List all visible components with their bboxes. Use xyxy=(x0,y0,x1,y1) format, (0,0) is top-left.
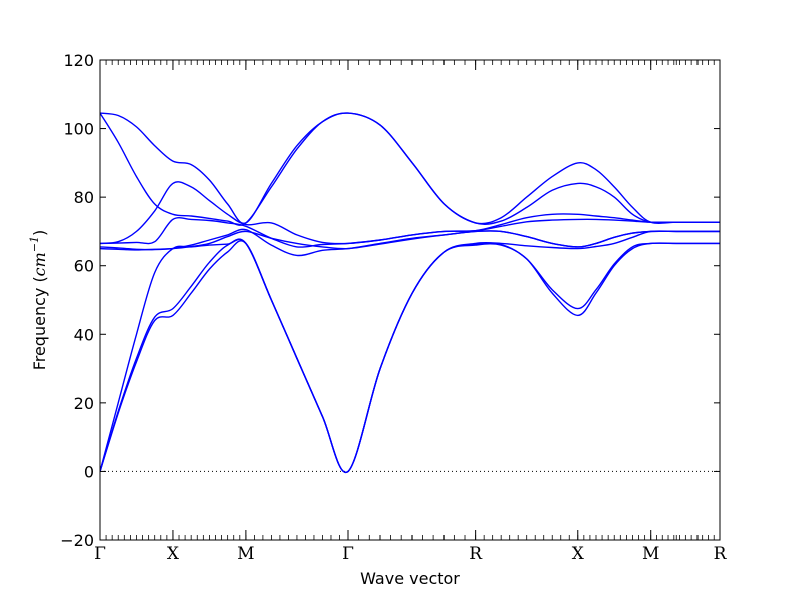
band-line-5 xyxy=(100,228,720,257)
x-tick-label-4: R xyxy=(469,544,483,564)
y-tick-label-3: 40 xyxy=(74,325,94,344)
x-tick-label-5: X xyxy=(572,544,585,564)
y-axis-label-unit: cm xyxy=(30,252,49,276)
y-tick-label-1: 0 xyxy=(84,462,94,481)
y-tick-label-2: 20 xyxy=(74,394,94,413)
x-tick-label-7: R xyxy=(714,544,728,564)
y-axis-label-text: Frequency ( xyxy=(30,276,49,370)
y-tick-label-4: 60 xyxy=(74,257,94,276)
y-axis-label-exponent: −1 xyxy=(28,236,41,252)
y-tick-label-5: 80 xyxy=(74,188,94,207)
band-line-9 xyxy=(100,112,720,225)
band-line-7 xyxy=(100,181,720,245)
band-line-3 xyxy=(100,230,720,473)
y-tick-label-6: 100 xyxy=(63,120,94,139)
y-tick-label-0: −20 xyxy=(60,531,94,550)
bands-layer xyxy=(100,112,720,473)
x-axis-label: Wave vector xyxy=(360,569,460,588)
y-axis-label: Frequency (cm−1) xyxy=(28,230,49,371)
y-tick-label-7: 120 xyxy=(63,51,94,70)
x-tick-label-6: M xyxy=(642,544,659,564)
ticks-layer xyxy=(99,59,721,541)
labels-layer: −20 0 20 40 60 80 100 120 Γ X M Γ R X M R xyxy=(60,51,727,564)
y-axis-label-close: ) xyxy=(30,230,49,236)
x-tick-label-2: M xyxy=(237,544,254,564)
x-tick-label-0: Γ xyxy=(94,544,106,564)
x-tick-label-3: Γ xyxy=(342,544,354,564)
plot-frame xyxy=(99,59,721,541)
x-tick-label-1: X xyxy=(167,544,180,564)
